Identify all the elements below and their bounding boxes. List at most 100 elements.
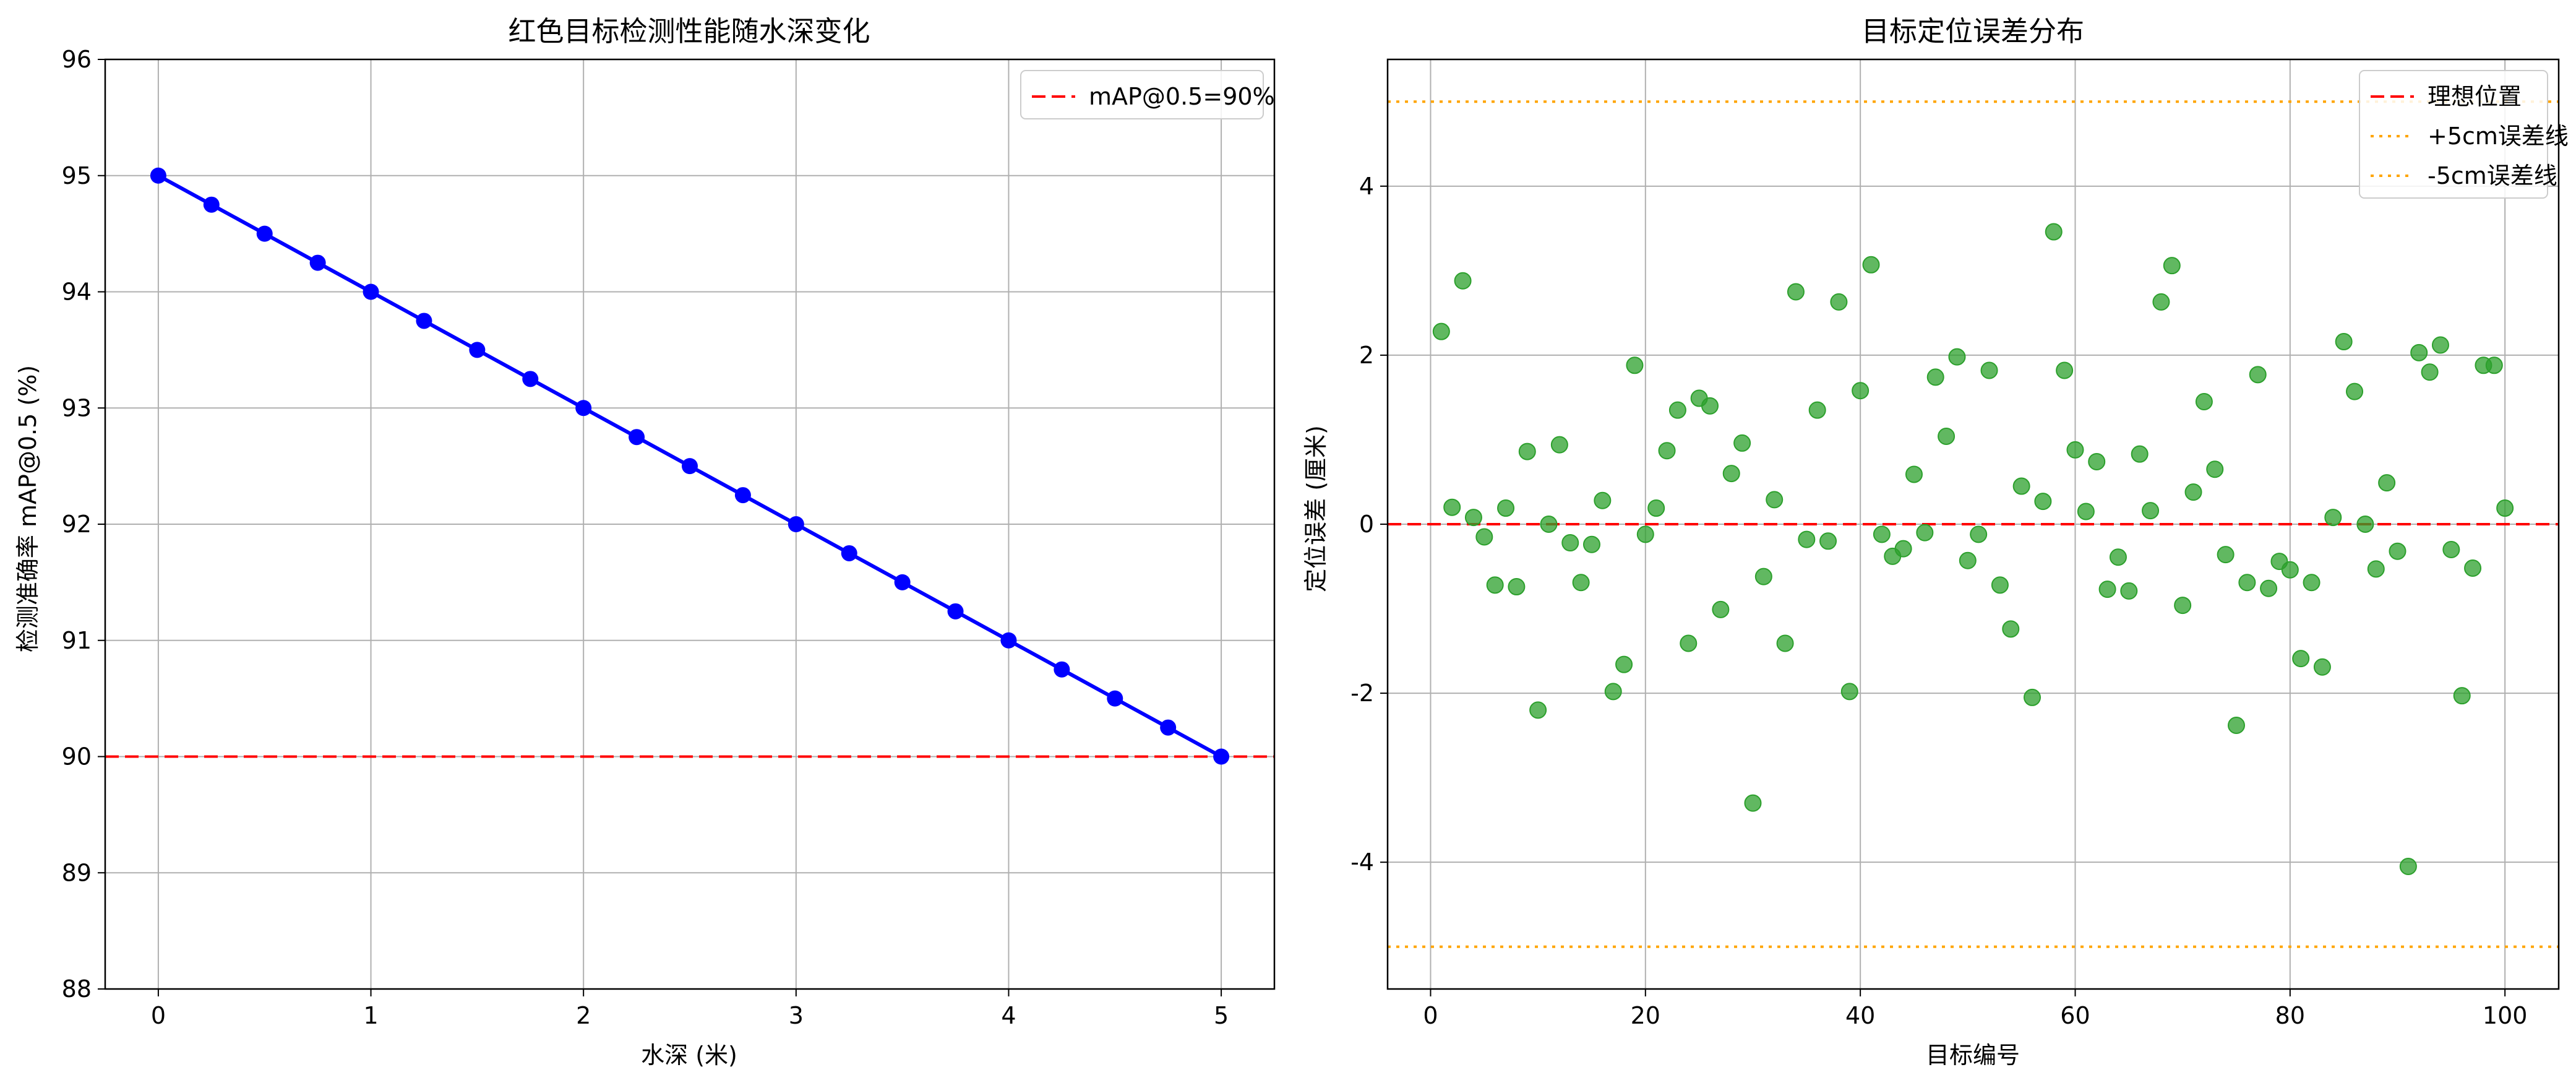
x-tick-label: 5 [1214, 1002, 1229, 1029]
y-tick-label: -2 [1350, 680, 1374, 707]
legend-label: 理想位置 [2428, 83, 2522, 110]
data-point [2109, 548, 2127, 566]
legend-box [2359, 70, 2548, 199]
data-point [1454, 272, 1472, 290]
data-point [1766, 491, 1784, 509]
data-point [2012, 477, 2030, 495]
data-point [2378, 474, 2396, 492]
data-point [1658, 442, 1676, 460]
data-point [1712, 600, 1730, 618]
data-point [256, 225, 273, 242]
depth-performance-chart: 红色目标检测性能随水深变化 水深 (米) 检测准确率 mAP@0.5 (%) 0… [14, 15, 1276, 1069]
data-point [2260, 579, 2278, 597]
plot-area [105, 167, 1274, 765]
axes-frame [1386, 58, 2560, 990]
data-point [2464, 559, 2482, 577]
data-point [1594, 491, 1612, 509]
x-tick-label: 2 [576, 1002, 591, 1029]
data-point [2077, 503, 2095, 520]
data-point [2410, 343, 2428, 361]
data-point [2335, 333, 2353, 351]
chart-title: 红色目标检测性能随水深变化 [508, 15, 870, 48]
data-point [1054, 661, 1070, 678]
data-point [841, 545, 857, 561]
legend-label: mAP@0.5=90% [1089, 83, 1275, 110]
data-point [1572, 574, 1590, 592]
data-point [309, 254, 326, 271]
data-point [416, 313, 432, 329]
data-point [1873, 525, 1891, 543]
localization-error-chart: 目标定位误差分布 目标编号 定位误差 (厘米) 0 20 40 60 80 100-4-2… [1302, 15, 2569, 1069]
data-point [1970, 525, 1988, 543]
y-axis-label: 定位误差 (厘米) [1302, 425, 1329, 592]
x-tick-label: 80 [2275, 1002, 2305, 1029]
data-point [1604, 683, 1622, 701]
y-tick-label: 91 [62, 627, 92, 654]
data-point [2217, 546, 2235, 564]
data-point [2281, 561, 2299, 579]
data-point [1852, 382, 1870, 400]
data-point [1776, 634, 1794, 652]
data-point [2496, 499, 2514, 517]
data-point [2367, 560, 2385, 578]
data-point [2142, 502, 2160, 520]
data-point [1000, 632, 1017, 649]
data-point [1808, 401, 1826, 419]
data-point [1615, 655, 1633, 673]
data-point [1213, 748, 1230, 765]
data-point [1626, 356, 1644, 374]
data-point [522, 371, 539, 387]
data-point [2356, 516, 2374, 533]
data-point [1830, 293, 1848, 311]
data-point [2399, 858, 2417, 876]
data-point [1550, 436, 1568, 454]
data-point [2098, 581, 2116, 598]
x-tick-label: 0 [1423, 1002, 1438, 1029]
data-point [1991, 576, 2009, 594]
data-point [2431, 336, 2449, 354]
data-point [575, 400, 592, 417]
data-point [1107, 690, 1123, 707]
data-point [1938, 427, 1956, 445]
data-point [1432, 322, 1450, 340]
y-tick-label: 88 [62, 975, 92, 1003]
data-point [682, 458, 698, 475]
data-point [2131, 445, 2149, 463]
data-point [1508, 578, 1526, 596]
y-tick-label: 95 [62, 162, 92, 189]
data-point [2152, 293, 2170, 311]
data-point [1948, 348, 1966, 366]
x-tick-label: 3 [789, 1002, 804, 1029]
data-point [1582, 535, 1600, 553]
data-point [2485, 356, 2503, 374]
y-tick-label: 0 [1359, 511, 1374, 538]
axes-frame [104, 58, 1276, 990]
x-tick-label: 60 [2060, 1002, 2090, 1029]
x-tick-label: 20 [1631, 1002, 1660, 1029]
data-point [1443, 498, 1461, 516]
data-point [2346, 382, 2364, 400]
data-point [1916, 524, 1934, 542]
data-point [2313, 658, 2331, 676]
y-tick-label: 2 [1359, 342, 1374, 369]
y-tick-label: 93 [62, 394, 92, 421]
data-point [1497, 499, 1515, 517]
legend-box [1020, 70, 1264, 119]
data-point [2184, 483, 2202, 501]
data-point [2163, 257, 2181, 275]
data-point [2303, 574, 2321, 592]
data-point [1819, 532, 1837, 550]
x-axis-label: 水深 (米) [641, 1042, 737, 1069]
data-point [1529, 701, 1547, 719]
data-point [2174, 597, 2192, 615]
data-point [1680, 634, 1698, 652]
y-tick-label: 4 [1359, 173, 1374, 200]
y-tick-label: 92 [62, 511, 92, 538]
legend-label: +5cm误差线 [2428, 123, 2569, 150]
data-point [1160, 719, 1177, 736]
data-point [2324, 509, 2342, 527]
data-point [1787, 283, 1805, 301]
data-point [2227, 716, 2245, 734]
data-point [1744, 794, 1762, 812]
